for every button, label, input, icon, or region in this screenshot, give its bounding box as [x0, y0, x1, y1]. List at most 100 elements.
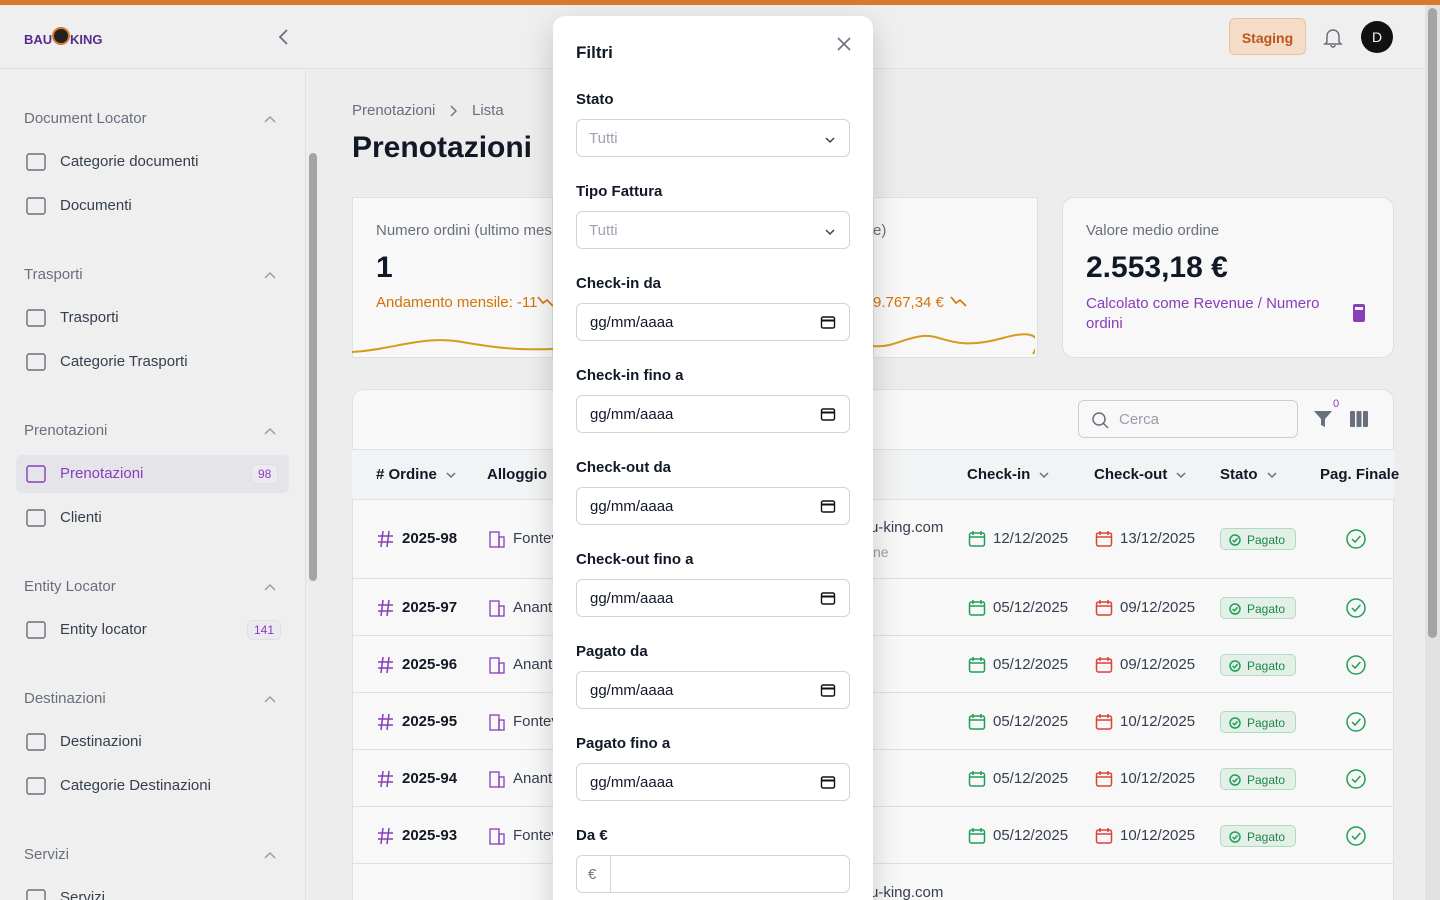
close-button[interactable]: [836, 36, 852, 52]
avatar-initial: D: [1371, 29, 1383, 45]
stat-card: [352, 197, 553, 358]
column-header[interactable]: Stato: [1220, 466, 1258, 483]
notifications-button[interactable]: [1322, 26, 1344, 48]
table-row[interactable]: [352, 579, 1394, 636]
status-label: Pagato: [1247, 601, 1286, 616]
sidebar-item[interactable]: Categorie documenti: [60, 153, 199, 170]
breadcrumb[interactable]: Prenotazioni: [352, 102, 436, 119]
env-button[interactable]: Staging: [1229, 18, 1306, 55]
status-label: Pagato: [1247, 533, 1286, 547]
status-badge: Pagato: [1220, 710, 1296, 733]
page-scrollbar-thumb: [1428, 8, 1437, 638]
column-header: Alloggio: [487, 466, 547, 483]
checkout-date: 10/12/2025: [1120, 712, 1196, 730]
hash-icon: [377, 656, 393, 674]
alloggio: Fontev: [513, 826, 559, 844]
building-icon: [489, 656, 505, 674]
columns-button[interactable]: [1349, 410, 1369, 428]
calendar-button[interactable]: [820, 590, 836, 606]
table-row[interactable]: [352, 499, 1394, 579]
collapse-button[interactable]: [276, 27, 292, 47]
order-number[interactable]: 2025-97: [402, 598, 458, 616]
sidebar-item[interactable]: Trasporti: [60, 309, 119, 326]
field-input[interactable]: Tutti: [576, 119, 850, 157]
sidebar-item-icon: [24, 774, 48, 798]
calendar-button[interactable]: [820, 498, 836, 514]
field-input[interactable]: gg/mm/aaaa: [576, 579, 850, 617]
order-number[interactable]: 2025-94: [402, 769, 458, 787]
checkout-icon: [1095, 530, 1113, 548]
table-row[interactable]: [352, 750, 1394, 807]
logo: BAU KING: [24, 17, 104, 57]
calendar-button[interactable]: [820, 406, 836, 422]
sidebar-item-icon: [24, 306, 48, 330]
sidebar-group-title[interactable]: Prenotazioni: [24, 422, 108, 439]
logo-text: KING: [70, 32, 103, 47]
building-icon: [489, 599, 505, 617]
order-number[interactable]: 2025-98: [402, 530, 458, 547]
column-header[interactable]: Check-out: [1094, 466, 1168, 483]
field-input[interactable]: gg/mm/aaaa: [576, 487, 850, 525]
sidebar-item-icon: [24, 194, 48, 218]
field-label: Check-in da: [576, 275, 662, 292]
status-badge: Pagato: [1220, 653, 1296, 676]
column-header[interactable]: Check-in: [967, 466, 1031, 483]
field-input[interactable]: gg/mm/aaaa: [576, 395, 850, 433]
order-number[interactable]: 2025-95: [402, 712, 458, 730]
sidebar-group-title[interactable]: Document Locator: [24, 110, 147, 127]
sidebar-item[interactable]: Entity locator: [60, 621, 147, 638]
status-label: Pagato: [1247, 715, 1286, 730]
building-icon: [489, 713, 505, 731]
search-box[interactable]: Cerca: [1078, 400, 1298, 438]
sidebar-group-title[interactable]: Entity Locator: [24, 578, 116, 595]
sidebar-item[interactable]: Documenti: [60, 197, 132, 214]
filter-button[interactable]: [1313, 409, 1333, 429]
filter-count: 0: [1333, 398, 1340, 410]
calendar-button[interactable]: [820, 314, 836, 330]
calendar-button[interactable]: [820, 682, 836, 698]
date-placeholder: gg/mm/aaaa: [590, 590, 674, 607]
field-input[interactable]: Tutti: [576, 211, 850, 249]
field-input[interactable]: gg/mm/aaaa: [576, 671, 850, 709]
sidebar-item-icon: [24, 730, 48, 754]
table-row[interactable]: [352, 636, 1394, 693]
sidebar-item[interactable]: Categorie Destinazioni: [60, 777, 211, 794]
building-icon: [489, 770, 505, 788]
status-label: Pagato: [1247, 829, 1286, 844]
checkin-icon: [968, 713, 986, 731]
table-row[interactable]: [352, 693, 1394, 750]
sidebar-item[interactable]: Categorie Trasporti: [60, 353, 188, 370]
sidebar-item[interactable]: Prenotazioni: [60, 465, 144, 482]
checkout-icon: [1095, 827, 1113, 845]
column-header[interactable]: # Ordine: [376, 466, 437, 483]
status-icon: [1229, 773, 1241, 786]
order-number[interactable]: 2025-93: [402, 826, 458, 844]
modal-title: Filtri: [576, 43, 613, 62]
status-label: Pagato: [1247, 658, 1286, 673]
sidebar-item[interactable]: Servizi: [60, 889, 106, 900]
avatar[interactable]: D: [1361, 21, 1393, 53]
sidebar-item[interactable]: Destinazioni: [60, 733, 142, 750]
field-input[interactable]: gg/mm/aaaa: [576, 303, 850, 341]
field-label: Check-out fino a: [576, 551, 694, 568]
date-placeholder: gg/mm/aaaa: [590, 682, 674, 699]
checkout-icon: [1095, 599, 1113, 617]
date-placeholder: gg/mm/aaaa: [590, 314, 674, 331]
sidebar-group-title[interactable]: Trasporti: [24, 266, 83, 283]
sidebar-group-title[interactable]: Servizi: [24, 846, 70, 863]
table-row[interactable]: [352, 807, 1394, 864]
status-icon: [1229, 830, 1241, 843]
sidebar-item-icon: [24, 618, 48, 642]
top-bar: [0, 0, 1440, 5]
checkin-icon: [968, 770, 986, 788]
field-input[interactable]: gg/mm/aaaa: [576, 763, 850, 801]
field-input[interactable]: €: [576, 855, 850, 893]
order-number[interactable]: 2025-96: [402, 655, 458, 673]
sidebar-item[interactable]: Clienti: [60, 509, 102, 526]
calendar-button[interactable]: [820, 774, 836, 790]
sidebar-group-title[interactable]: Destinazioni: [24, 690, 106, 707]
status-icon: [1229, 716, 1241, 729]
